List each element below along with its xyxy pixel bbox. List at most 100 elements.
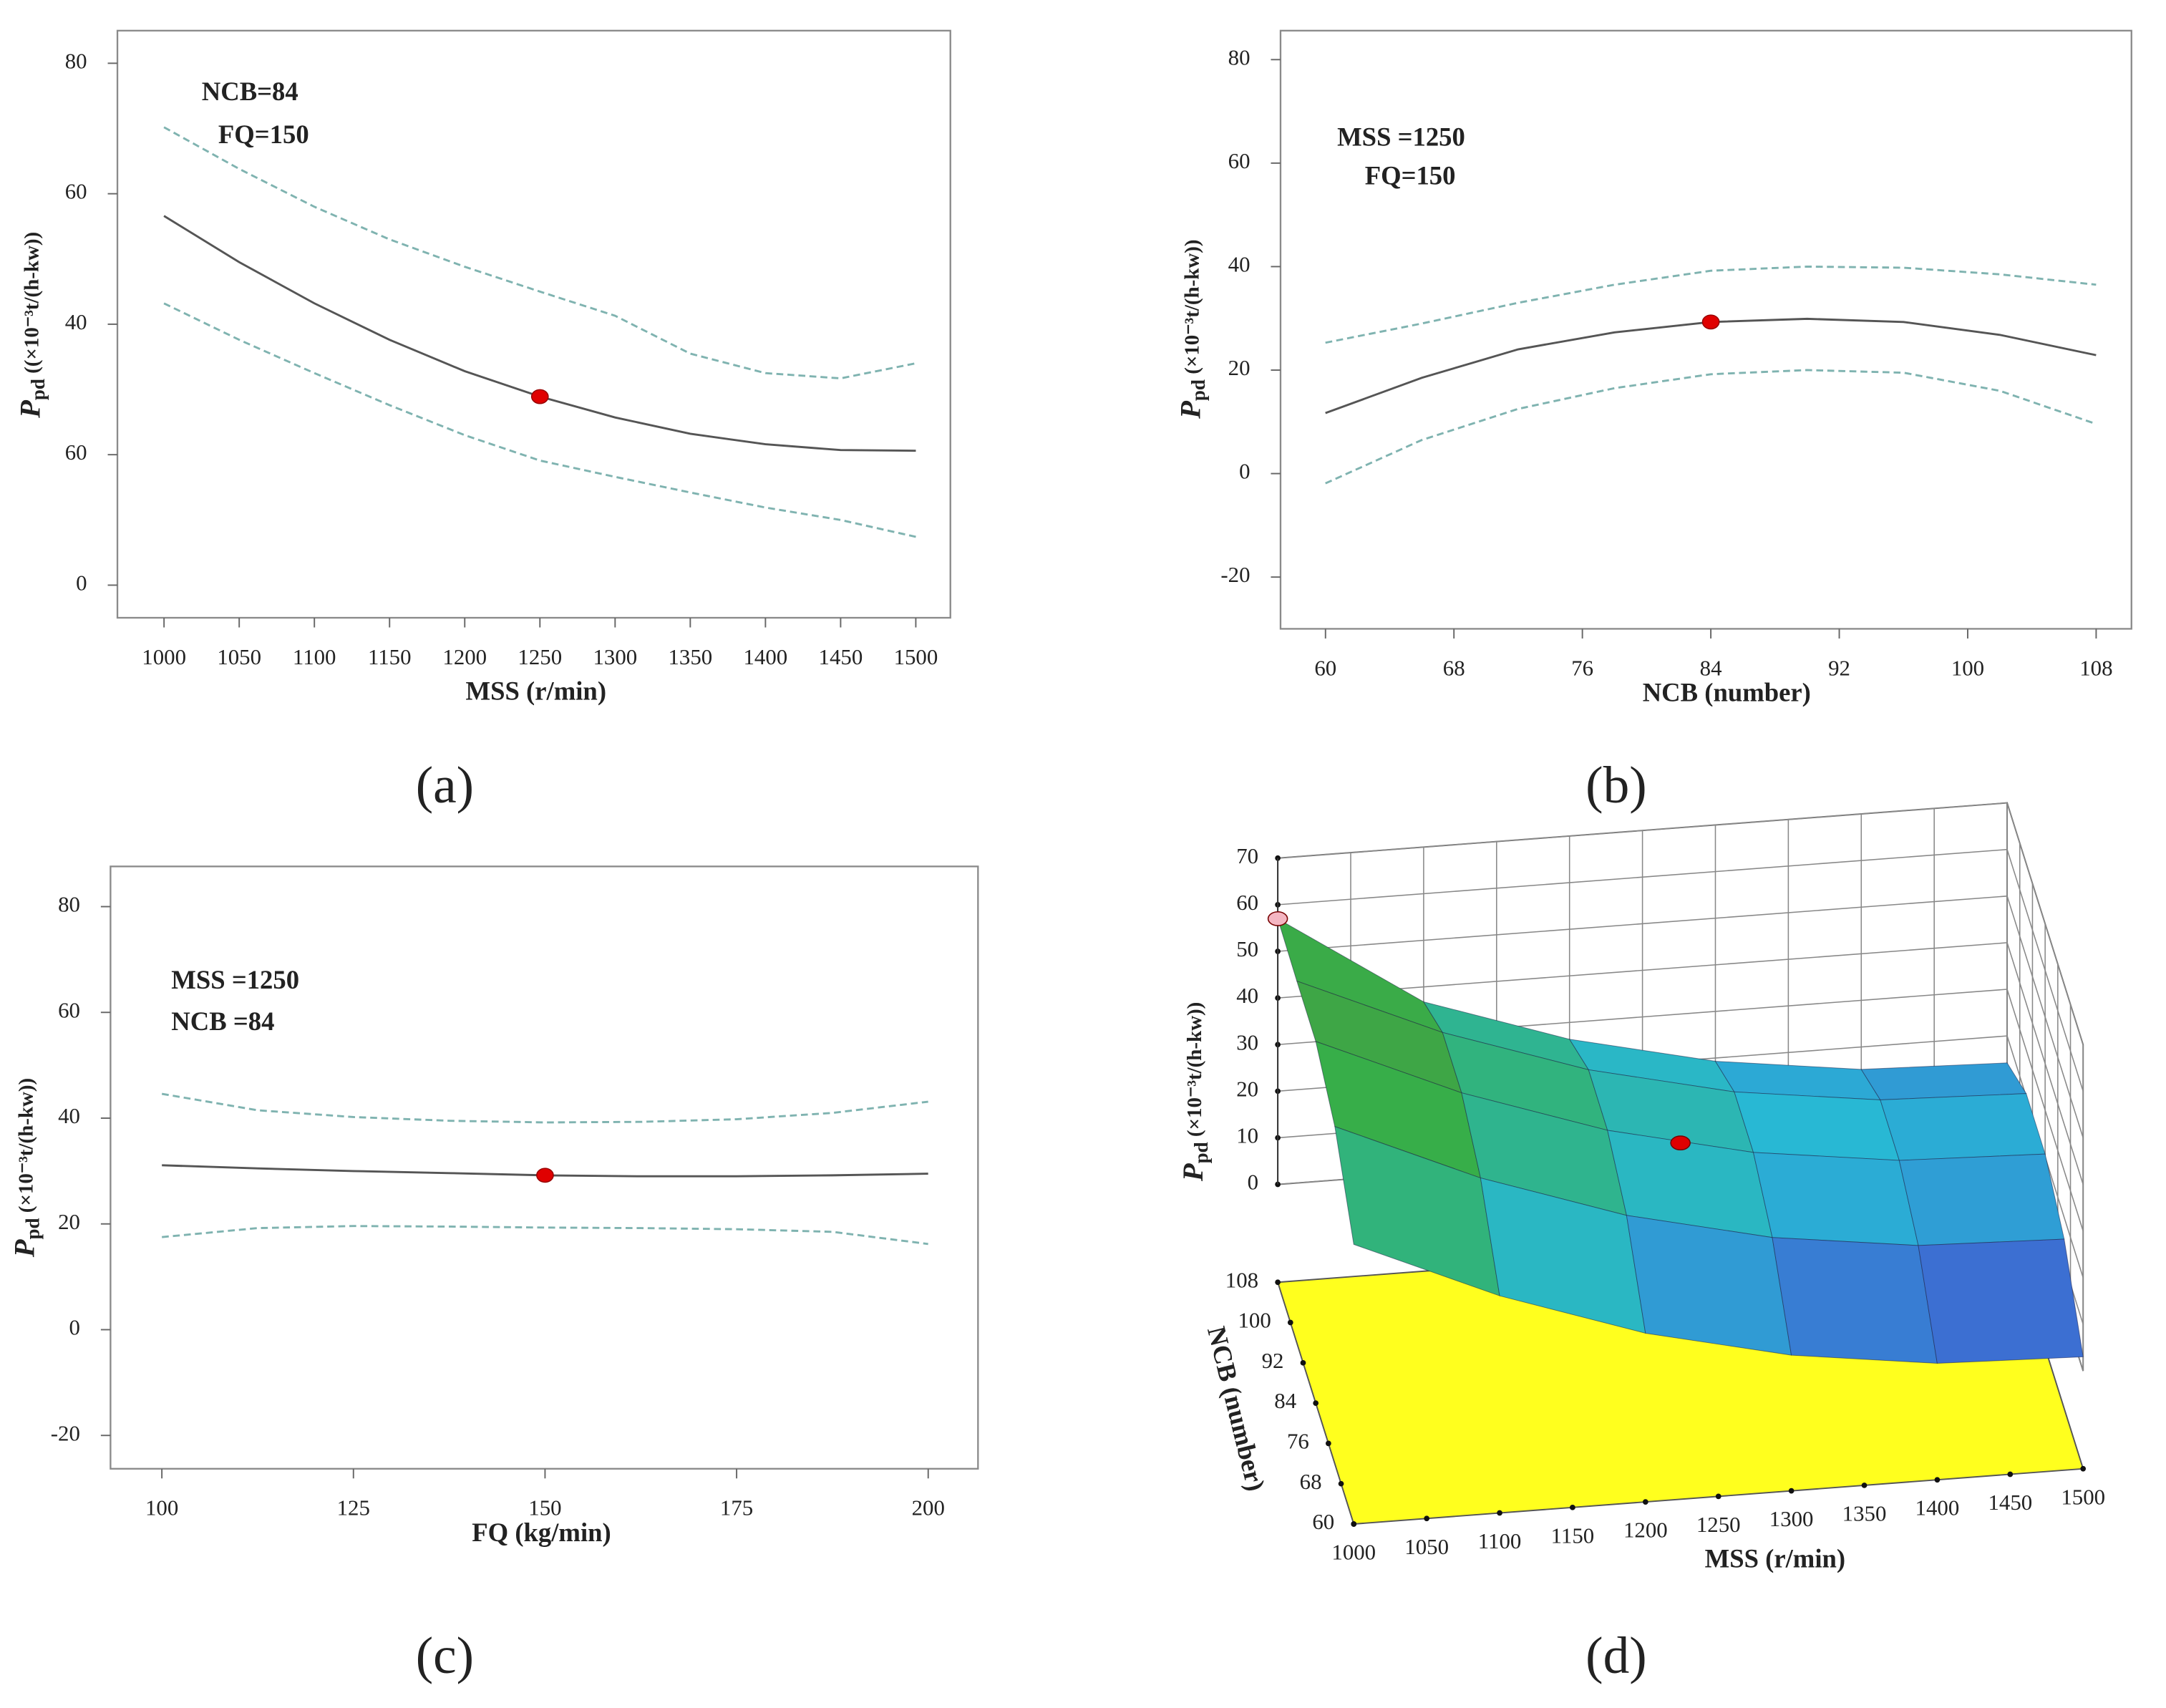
y-tick-label: 0 [69,1315,79,1340]
x-tick-label: 1450 [1988,1490,2032,1515]
x-tick [2007,1471,2014,1477]
x-axis-title: MSS (r/min) [1705,1543,1846,1573]
x-tick-label: 1300 [1769,1506,1814,1531]
y-tick-label: 68 [1300,1469,1322,1494]
x-tick-label: 108 [2079,655,2112,680]
x-tick-label: 92 [1828,655,1850,680]
unit: (×10⁻³t/(h-kw)) [1183,1002,1206,1142]
design-point [1670,1135,1691,1151]
grid-line [2006,942,2084,1185]
axis-title: Ppd (×10⁻³t/(h-kw)) [1175,239,1210,419]
x-tick [1642,1499,1648,1505]
x-tick [1497,1510,1502,1516]
x-tick-label: 1150 [368,644,412,669]
y-tick [1275,1279,1281,1286]
x-tick-label: 1350 [1842,1500,1887,1525]
x-tick-label: 60 [1314,655,1336,680]
z-tick-label: 70 [1236,843,1258,868]
x-tick [1424,1515,1430,1522]
x-tick-label: 1200 [1623,1518,1668,1543]
subscript: pd [1190,1142,1212,1163]
surface-patch [1752,1152,1919,1246]
y-tick [1300,1359,1306,1366]
grid-line [2006,802,2084,1045]
x-tick-label: 1500 [2061,1484,2105,1509]
y-tick-label: 76 [1287,1428,1309,1453]
x-tick [1715,1493,1721,1500]
surface-patch [1898,1153,2065,1246]
y-tick-label: 40 [58,1103,80,1128]
x-tick [1861,1483,1868,1488]
surface-patch [1734,1091,1900,1161]
y-tick-label: 100 [1238,1308,1271,1333]
design-point [1701,314,1720,330]
x-tick-label: 1000 [1331,1540,1376,1565]
symbol: P [9,1239,41,1258]
plot-frame [1279,29,2132,630]
x-tick-label: 200 [912,1495,945,1520]
y-tick-label: 60 [1228,148,1250,173]
axis-title: Ppd (×10⁻³t/(h-kw)) [1177,1002,1213,1182]
z-tick-label: 20 [1236,1076,1258,1101]
x-tick-label: 100 [1951,655,1984,680]
x-axis-title: NCB (number) [1643,677,1811,707]
y-tick-label: 60 [65,440,87,465]
x-tick-label: 1400 [1915,1495,1960,1520]
x-tick-label: 1250 [1696,1512,1741,1537]
confidence-band [1325,369,2097,485]
panel-label: (b) [1585,756,1647,814]
confidence-band [1325,265,2097,344]
x-tick-label: 1350 [668,644,712,669]
y-tick-label: 0 [1239,459,1250,484]
x-tick-label: 76 [1571,655,1593,680]
grid-line [1278,896,2008,952]
unit: ((×10⁻³t/(h-kw)) [20,232,43,379]
y-tick-label: 20 [1228,355,1250,380]
unit: (×10⁻³t/(h-kw)) [1180,239,1203,379]
x-tick-label: 125 [337,1495,370,1520]
x-tick-label: 1100 [293,644,336,669]
annotation: FQ=150 [218,120,309,149]
z-tick-label: 50 [1236,936,1258,961]
axis-title: Ppd (×10⁻³t/(h-kw)) [9,1078,44,1258]
symbol: P [1177,1163,1210,1182]
y-tick [1287,1319,1293,1326]
x-tick-label: 1100 [1478,1528,1522,1553]
x-tick-label: 1450 [819,644,863,669]
axis-title: Ppd ((×10⁻³t/(h-kw)) [14,232,49,419]
y-tick-label: 60 [58,997,80,1022]
x-tick [1934,1477,1941,1483]
x-tick-label: 1250 [518,644,562,669]
x-tick-label: 68 [1443,655,1465,680]
grid-line [2006,896,2084,1138]
y-tick-label: 84 [1274,1388,1296,1413]
y-tick-label: 80 [1228,44,1250,69]
unit: (×10⁻³t/(h-kw)) [14,1078,37,1218]
y-tick-label: 0 [76,571,87,596]
x-tick-label: 1200 [442,644,487,669]
z-tick-label: 60 [1236,890,1258,915]
annotation: NCB=84 [202,77,298,106]
x-axis-title: FQ (kg/min) [472,1518,611,1547]
x-tick-label: 84 [1700,655,1722,680]
design-point [536,1168,554,1183]
y-tick-label: 92 [1262,1348,1284,1373]
x-tick [2080,1465,2087,1472]
panel-label: (a) [416,756,474,814]
grid-line [1278,802,2008,859]
symbol: P [14,400,47,419]
y-tick-label: 60 [65,179,87,204]
y-tick-label: 60 [1312,1509,1334,1534]
annotation: FQ=150 [1365,161,1456,190]
y-tick [1313,1400,1319,1406]
annotation: MSS =1250 [1337,122,1465,152]
y-tick-label: 40 [1228,252,1250,277]
x-tick-label: 1400 [744,644,788,669]
design-point [1267,911,1288,926]
panel-label: (d) [1585,1626,1647,1684]
x-tick-label: 1050 [217,644,261,669]
y-tick-label: -20 [1220,562,1250,587]
y-tick-label: 20 [58,1209,80,1234]
z-tick-label: 30 [1236,1029,1258,1054]
